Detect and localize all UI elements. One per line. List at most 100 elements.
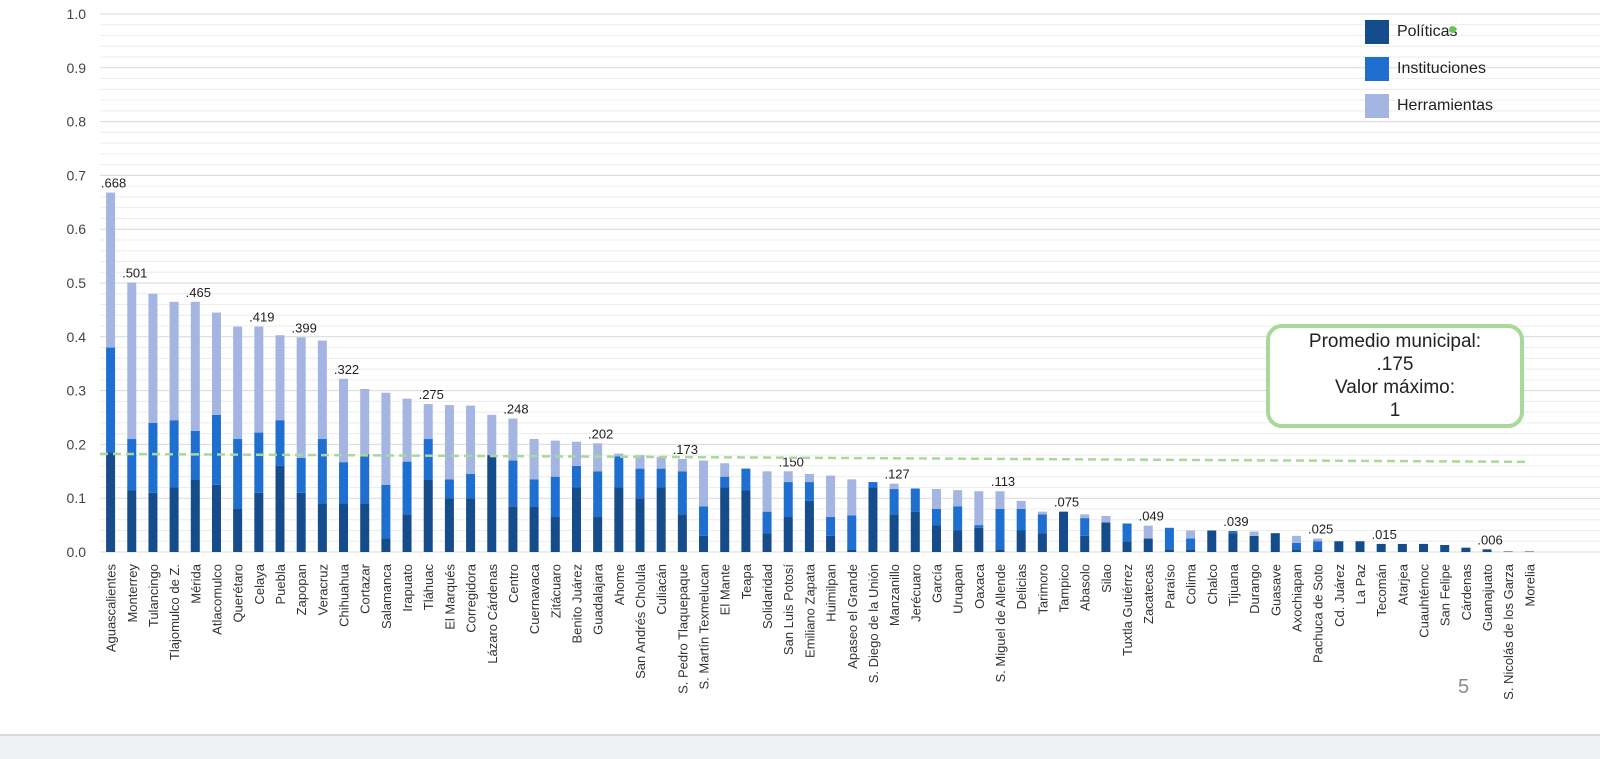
bar-segment-herramientas xyxy=(550,440,560,477)
bar-segment-políticas xyxy=(635,498,645,552)
bar-segment-instituciones xyxy=(741,468,751,491)
bar-segment-instituciones xyxy=(1313,541,1323,550)
bar-segment-instituciones xyxy=(804,482,814,501)
x-tick-label: Manzanillo xyxy=(887,564,902,626)
x-tick-label: Jerécuaro xyxy=(908,564,923,622)
bar-segment-políticas xyxy=(1143,538,1153,552)
bar-segment-herramientas xyxy=(339,378,349,463)
bar-segment-políticas xyxy=(699,535,709,552)
bar-segment-políticas xyxy=(487,455,497,552)
bar-segment-políticas xyxy=(1164,549,1174,552)
bar-segment-instituciones xyxy=(1080,518,1090,536)
x-tick-label: Chalco xyxy=(1205,564,1220,604)
x-tick-label: Tláhuac xyxy=(421,564,436,611)
bar-segment-instituciones xyxy=(656,468,666,488)
x-tick-label: S. Nicolás de los Garza xyxy=(1501,563,1516,700)
data-label: .127 xyxy=(884,467,909,482)
x-tick-label: Centro xyxy=(506,564,521,603)
x-tick-label: Mérida xyxy=(188,563,203,604)
bar-segment-instituciones xyxy=(995,508,1005,550)
bar-segment-instituciones xyxy=(529,479,539,507)
bar-segment-herramientas xyxy=(148,293,158,423)
bar-segment-políticas xyxy=(1397,543,1407,552)
bar-segment-herramientas xyxy=(1313,538,1323,542)
x-tick-label: Tarimoro xyxy=(1035,564,1050,615)
average-line xyxy=(99,452,1531,464)
bar-segment-instituciones xyxy=(1016,508,1026,531)
bar-segment-políticas xyxy=(1440,545,1450,552)
bar-segment-políticas xyxy=(1376,543,1386,552)
bar-segment-políticas xyxy=(1249,535,1259,552)
bar-segment-políticas xyxy=(1524,551,1534,552)
bar-segment-políticas xyxy=(1270,533,1280,552)
bar-segment-instituciones xyxy=(550,476,560,518)
bar-segment-instituciones xyxy=(868,482,878,488)
bar-segment-políticas xyxy=(190,479,200,552)
x-tick-label: Cortazar xyxy=(358,563,373,614)
bar-segment-políticas xyxy=(317,503,327,552)
x-tick-label: San Felipe xyxy=(1438,564,1453,626)
x-tick-label: Oaxaca xyxy=(972,563,987,609)
bar-segment-instituciones xyxy=(783,482,793,518)
bar-segment-políticas xyxy=(1186,549,1196,552)
bar-segment-políticas xyxy=(1461,547,1471,552)
callout-average-value: .175 xyxy=(1376,354,1414,375)
bar-segment-políticas xyxy=(1334,541,1344,552)
bar-segment-herramientas xyxy=(423,404,433,440)
data-label: .275 xyxy=(419,387,444,402)
bar-segment-herramientas xyxy=(656,456,666,469)
data-label: .173 xyxy=(673,442,698,457)
bar-segment-herramientas xyxy=(762,471,772,512)
x-tick-label: Irapuato xyxy=(400,564,415,612)
bar-segment-instituciones xyxy=(720,476,730,488)
y-tick-label: 0.8 xyxy=(67,114,87,130)
x-tick-label: Ahome xyxy=(612,564,627,605)
data-label: .465 xyxy=(186,285,211,300)
x-tick-label: Zitácuaro xyxy=(548,564,563,618)
x-tick-label: S. Pedro Tlaquepaque xyxy=(675,564,690,694)
x-tick-label: Atarjea xyxy=(1395,563,1410,605)
x-tick-label: Emiliano Zapata xyxy=(802,563,817,658)
x-tick-label: Durango xyxy=(1247,564,1262,614)
x-tick-label: Celaya xyxy=(252,563,267,604)
y-tick-label: 0.3 xyxy=(67,383,87,399)
bar-segment-herramientas xyxy=(402,398,412,462)
data-label: .668 xyxy=(101,176,126,191)
x-tick-label: Benito Juárez xyxy=(569,564,584,644)
bar-segment-instituciones xyxy=(381,484,391,539)
x-tick-label: Culiacán xyxy=(654,564,669,615)
bar-segment-políticas xyxy=(444,498,454,552)
data-label: .248 xyxy=(503,402,528,417)
x-tick-label: Querétaro xyxy=(231,564,246,623)
bar-segment-instituciones xyxy=(233,439,243,509)
bar-segment-herramientas xyxy=(1037,511,1047,515)
bar-segment-políticas xyxy=(1419,543,1429,552)
bar-segment-políticas xyxy=(508,506,518,552)
bar-segment-herramientas xyxy=(106,192,116,348)
data-label: .113 xyxy=(991,474,1015,489)
bar-segment-políticas xyxy=(233,508,243,552)
bar-segment-herramientas xyxy=(444,405,454,480)
x-tick-label: Guadalajara xyxy=(591,563,606,635)
bar-segment-instituciones xyxy=(360,454,370,504)
x-tick-label: San Andrés Cholula xyxy=(633,563,648,679)
x-tick-label: Corregidora xyxy=(464,563,479,632)
data-label: .075 xyxy=(1054,495,1079,510)
bar-segment-herramientas xyxy=(677,458,687,472)
bar-segment-políticas xyxy=(847,549,857,552)
bar-segment-instituciones xyxy=(571,465,581,488)
bar-segment-políticas xyxy=(762,533,772,552)
x-tick-label: San Luis Potosí xyxy=(781,564,796,655)
x-tick-label: S. Miguel de Allende xyxy=(993,564,1008,683)
x-tick-label: Tijuana xyxy=(1226,563,1241,606)
bar-segment-políticas xyxy=(741,490,751,552)
bar-segment-herramientas xyxy=(571,441,581,466)
bar-segment-instituciones xyxy=(677,471,687,515)
data-label: .015 xyxy=(1372,527,1397,542)
bar-segment-políticas xyxy=(275,465,285,552)
data-label: .322 xyxy=(334,362,359,377)
x-tick-label: Guasave xyxy=(1268,564,1283,616)
bar-segment-políticas xyxy=(169,487,179,552)
x-tick-label: Teapa xyxy=(739,563,754,599)
bar-segment-instituciones xyxy=(953,506,963,531)
